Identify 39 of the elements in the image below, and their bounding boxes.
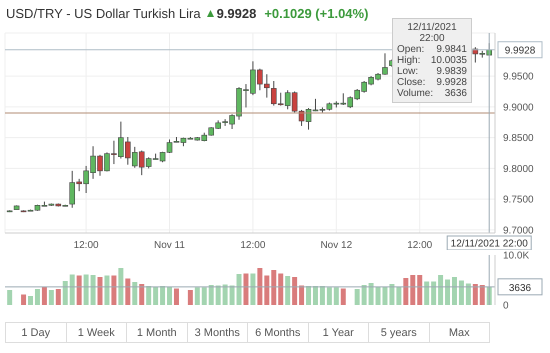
ref-line-label: 12/11/2021 22:00	[450, 238, 528, 250]
y-tick-label: 9.9000	[503, 102, 534, 114]
text: +0.1029 (+1.04%)	[264, 6, 368, 21]
range-button: 3 Months	[186, 322, 248, 343]
x-tick-label: Nov 11	[154, 240, 186, 252]
annotation: 12/11/2021	[406, 22, 458, 33]
ref-line-label: 3636	[508, 282, 532, 294]
y-tick-label: 9.7500	[503, 194, 534, 206]
annotation: 10.0035	[430, 55, 467, 66]
ref-line-label: 9.9928	[504, 46, 536, 57]
y-tick-label: 9.9500	[503, 72, 534, 83]
range-button: Max	[428, 322, 490, 343]
annotation: 22:00	[418, 33, 446, 44]
annotation: High:	[397, 55, 420, 66]
chart-title: USD/TRY - US Dollar Turkish Lira	[6, 6, 201, 21]
annotation: 9.9839	[436, 66, 467, 77]
x-tick-label: 12:00	[240, 240, 266, 252]
x-tick-label: 12:00	[74, 240, 100, 252]
annotation: Open:	[397, 44, 424, 55]
annotation: Volume:	[397, 88, 434, 99]
text: 9.9928	[216, 6, 256, 21]
range-button: 1 Month	[126, 322, 188, 343]
annotation: 9.9841	[436, 44, 467, 55]
x-tick-label: 12:00	[407, 240, 433, 252]
y-tick-label: 9.7000	[503, 225, 534, 236]
range-button: 6 Months	[247, 322, 308, 343]
annotation: 3636	[444, 88, 467, 99]
annotation: Close:	[397, 77, 426, 88]
y-tick-label: 10.0K	[503, 250, 530, 262]
range-button: 1 Week	[66, 322, 127, 343]
range-button: 5 years	[368, 322, 430, 343]
range-button: 1 Year	[308, 322, 369, 343]
range-button: 1 Day	[5, 322, 66, 343]
y-tick-label: 9.8500	[503, 133, 534, 144]
y-tick-label: 0	[503, 300, 509, 312]
text: 9.9928	[436, 77, 467, 88]
annotation: Low:	[397, 66, 418, 77]
y-tick-label: 9.8000	[503, 164, 534, 175]
x-tick-label: Nov 12	[320, 240, 353, 252]
